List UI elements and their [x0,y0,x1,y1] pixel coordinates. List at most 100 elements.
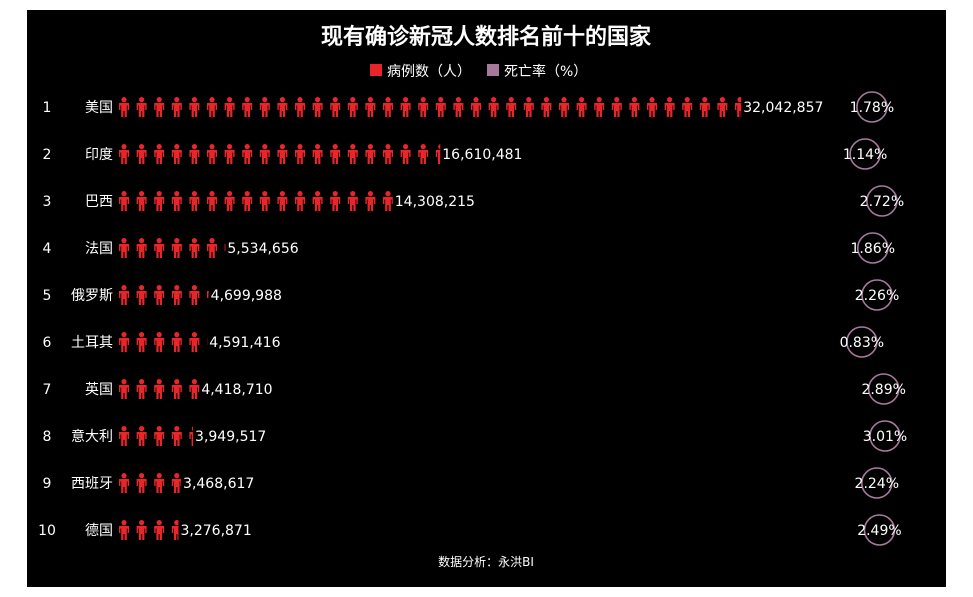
case-icons [119,520,179,540]
death-rate-label: 1.14% [843,147,887,163]
country-label: 法国 [85,241,113,257]
person-icon [119,473,129,493]
rank-label: 2 [43,147,52,163]
person-icon-partial [207,338,208,345]
case-icons [119,379,200,399]
case-icons [119,285,209,305]
rank-label: 1 [43,100,52,116]
person-icon [295,191,305,211]
person-icon [171,191,182,211]
person-icon [136,285,147,305]
death-rate-label: 2.26% [855,288,899,304]
death-rate-label: 1.78% [850,100,894,116]
person-icon [347,191,358,211]
chart-rows: 1 美国 32,042,857 1.78% 2 印度 16,610,481 1.14% 3 巴西 1… [38,91,907,546]
rank-label: 3 [43,194,52,210]
person-icon [224,191,235,211]
chart-row: 2 印度 16,610,481 1.14% [43,138,887,170]
death-rate-marker [860,467,893,499]
legend-label-2: 死亡率（%） [504,63,587,80]
person-icon [347,96,358,117]
person-icon [154,191,165,211]
death-rate-marker [856,232,889,264]
rank-label: 8 [43,429,52,445]
death-rate-marker [869,420,901,452]
country-label: 西班牙 [71,476,113,492]
person-icon [207,144,217,164]
person-icon [207,97,217,117]
person-icon [154,379,165,399]
person-icon [400,144,411,164]
death-rate-label: 0.83% [840,335,884,351]
case-value-label: 3,276,871 [180,523,251,539]
person-icon [154,473,165,493]
case-value-label: 5,534,656 [227,241,298,257]
person-icon [347,144,358,164]
person-icon [224,97,235,117]
case-icons [119,96,742,117]
person-icon [383,96,393,117]
person-icon [119,426,129,446]
case-value-label: 32,042,857 [743,100,823,116]
country-label: 巴西 [85,194,113,210]
legend-label-1: 病例数（人） [387,64,471,80]
death-rate-label: 3.01% [863,429,907,445]
person-icon [154,426,165,446]
death-rate-marker [866,185,898,217]
person-icon [629,96,640,117]
chart-row: 1 美国 32,042,857 1.78% [43,91,894,123]
person-icon [559,96,569,117]
case-value-label: 14,308,215 [395,194,475,210]
death-rate-marker [849,138,881,170]
person-icon [506,96,517,117]
person-icon-partial [189,426,194,446]
death-rate-label: 2.49% [857,523,901,539]
death-rate-label: 1.86% [851,241,895,257]
person-icon [171,332,182,352]
death-rate-label: 2.24% [855,476,899,492]
person-icon [471,96,481,117]
person-icon [189,97,200,117]
chart-row: 4 法国 5,534,656 1.86% [43,232,895,264]
person-icon [136,144,147,164]
person-icon [171,238,182,258]
person-icon [699,96,710,117]
chart-row: 5 俄罗斯 4,699,988 2.26% [43,279,899,311]
person-icon [154,332,165,352]
chart-panel: 现有确诊新冠人数排名前十的国家 病例数（人） 死亡率（%） 1 美国 32,042,8… [27,10,946,587]
person-icon [259,191,270,211]
person-icon [119,144,129,164]
person-icon [136,426,147,446]
person-icon [330,144,341,164]
rank-label: 9 [43,476,52,492]
person-icon-partial [171,520,179,540]
legend-swatch-1 [370,64,382,76]
country-label: 美国 [85,100,113,116]
person-icon [154,520,165,540]
person-icon-partial [207,291,209,298]
person-icon [717,96,728,117]
person-icon [136,191,147,211]
person-icon [119,97,129,117]
person-icon-partial [735,97,742,117]
person-icon [171,97,182,117]
person-icon [435,96,446,117]
country-label: 德国 [85,523,113,539]
data-source-footer: 数据分析：永洪BI [438,554,534,569]
person-icon [189,144,200,164]
person-icon [418,96,429,117]
rank-label: 7 [43,382,52,398]
country-label: 俄罗斯 [71,288,113,304]
rank-label: 4 [43,241,52,257]
person-icon [594,96,605,117]
person-icon [330,191,341,211]
person-icon [189,285,200,305]
person-icon-partial [224,244,226,251]
person-icon [154,238,165,258]
person-icon [295,96,305,117]
rank-label: 6 [43,335,52,351]
person-icon [171,285,182,305]
person-icon [154,285,165,305]
person-icon [154,144,165,164]
person-icon [171,144,182,164]
